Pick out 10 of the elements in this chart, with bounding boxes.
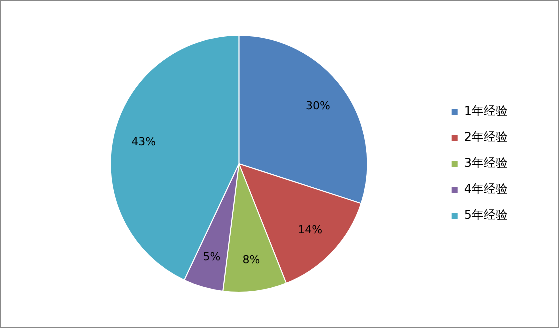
legend-label: 4年经验 [464, 182, 508, 196]
data-label: 8% [242, 254, 260, 267]
legend-label: 1年经验 [464, 104, 508, 118]
data-label: 43% [132, 136, 156, 149]
legend-label: 3年经验 [464, 156, 508, 170]
data-label: 14% [298, 224, 323, 237]
legend-label: 5年经验 [464, 208, 508, 222]
legend-label: 2年经验 [464, 130, 508, 144]
data-label: 5% [203, 250, 221, 264]
data-label: 30% [306, 99, 330, 112]
